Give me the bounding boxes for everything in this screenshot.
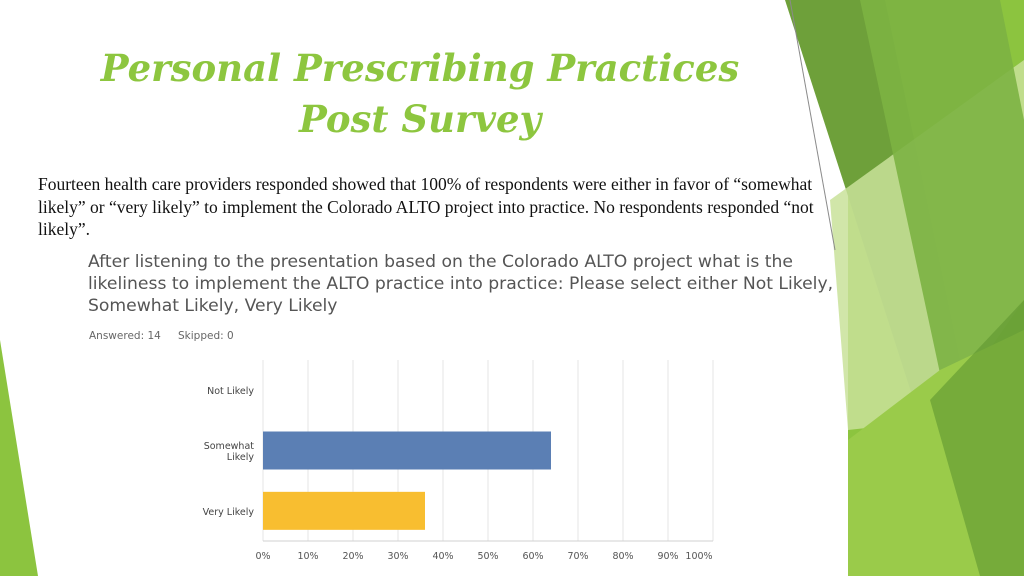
x-tick-label: 30% <box>387 551 408 562</box>
right-dark-wedge <box>930 300 1024 576</box>
x-tick-label: 100% <box>685 551 712 562</box>
right-thin-line <box>789 0 836 251</box>
slide-title-line-1: Personal Prescribing Practices <box>100 46 740 90</box>
right-mid-band <box>860 0 1024 420</box>
survey-question: After listening to the presentation base… <box>88 252 834 316</box>
answered-count: Answered: 14 <box>89 330 161 342</box>
x-tick-label: 40% <box>432 551 453 562</box>
x-tick-label: 50% <box>477 551 498 562</box>
category-label: Likely <box>227 452 255 463</box>
skipped-count: Skipped: 0 <box>178 330 234 342</box>
x-tick-label: 60% <box>522 551 543 562</box>
category-label: Somewhat <box>204 441 255 452</box>
x-tick-label: 80% <box>612 551 633 562</box>
x-tick-label: 20% <box>342 551 363 562</box>
x-tick-label: 0% <box>255 551 270 562</box>
category-label: Very Likely <box>203 507 255 518</box>
slide-title-line-2: Post Survey <box>299 97 541 141</box>
x-tick-label: 70% <box>567 551 588 562</box>
slide-body-text: Fourteen health care providers responded… <box>38 174 814 239</box>
bar <box>263 491 425 530</box>
left-corner-accent <box>0 340 38 576</box>
x-tick-label: 10% <box>297 551 318 562</box>
category-label: Not Likely <box>207 386 254 397</box>
bar <box>263 431 551 470</box>
x-tick-label: 90% <box>657 551 678 562</box>
